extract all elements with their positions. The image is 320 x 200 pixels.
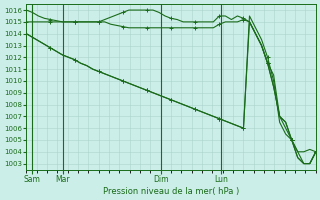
X-axis label: Pression niveau de la mer( hPa ): Pression niveau de la mer( hPa )	[103, 187, 239, 196]
